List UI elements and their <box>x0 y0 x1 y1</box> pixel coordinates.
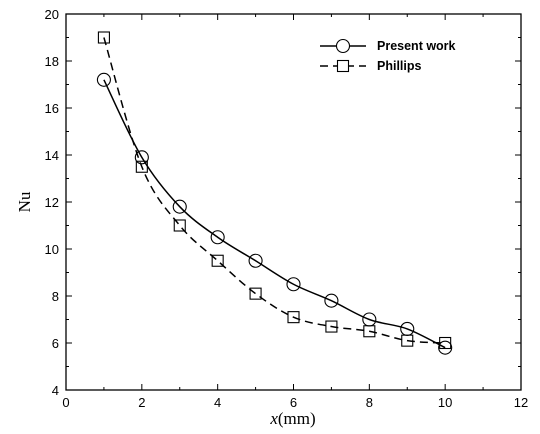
y-tick-label: 10 <box>45 242 59 257</box>
x-axis-title: x(mm) <box>269 409 315 428</box>
point-phillips <box>401 334 414 347</box>
series-layer <box>96 31 453 355</box>
axis-ticks: 0 2 4 6 8 10 12 4 6 8 10 12 14 16 18 20 <box>45 7 529 410</box>
point-present-work <box>286 277 301 292</box>
point-present-work <box>210 230 225 245</box>
series-line-present-work <box>103 79 446 349</box>
x-axis-title-unit: (mm) <box>278 409 316 428</box>
y-tick-label: 12 <box>45 195 59 210</box>
x-tick-label: 4 <box>214 395 221 410</box>
y-axis-title: Nu <box>15 191 34 212</box>
point-phillips <box>287 311 300 324</box>
legend: Present work Phillips <box>320 38 456 73</box>
point-phillips <box>173 219 186 232</box>
y-tick-label: 8 <box>52 289 59 304</box>
x-tick-label: 12 <box>514 395 528 410</box>
point-present-work <box>324 293 339 308</box>
y-tick-label: 6 <box>52 336 59 351</box>
point-phillips <box>439 336 452 350</box>
y-tick-label: 18 <box>45 54 59 69</box>
legend-label-present-work: Present work <box>377 39 456 53</box>
legend-marker-present-work <box>335 38 351 54</box>
point-phillips <box>325 320 338 333</box>
legend-label-phillips: Phillips <box>377 59 422 73</box>
series-line-phillips <box>103 37 446 344</box>
point-phillips <box>249 287 262 300</box>
y-tick-label: 14 <box>45 148 59 163</box>
point-present-work <box>134 150 149 165</box>
y-tick-label: 4 <box>52 383 59 398</box>
x-tick-label: 2 <box>138 395 145 410</box>
point-phillips <box>97 31 110 44</box>
x-tick-label: 10 <box>438 395 452 410</box>
point-phillips <box>211 254 224 267</box>
x-axis-title-italic: x <box>269 409 278 428</box>
y-tick-label: 16 <box>45 101 59 116</box>
y-tick-label: 20 <box>45 7 59 22</box>
x-tick-label: 6 <box>290 395 297 410</box>
x-tick-label: 0 <box>62 395 69 410</box>
x-tick-label: 8 <box>366 395 373 410</box>
point-present-work <box>172 199 187 214</box>
point-phillips <box>363 325 376 338</box>
legend-marker-phillips <box>336 59 350 73</box>
point-present-work <box>438 340 453 355</box>
point-present-work <box>248 253 263 268</box>
plot-frame <box>65 13 522 391</box>
point-present-work <box>96 72 111 87</box>
point-phillips <box>135 160 148 173</box>
